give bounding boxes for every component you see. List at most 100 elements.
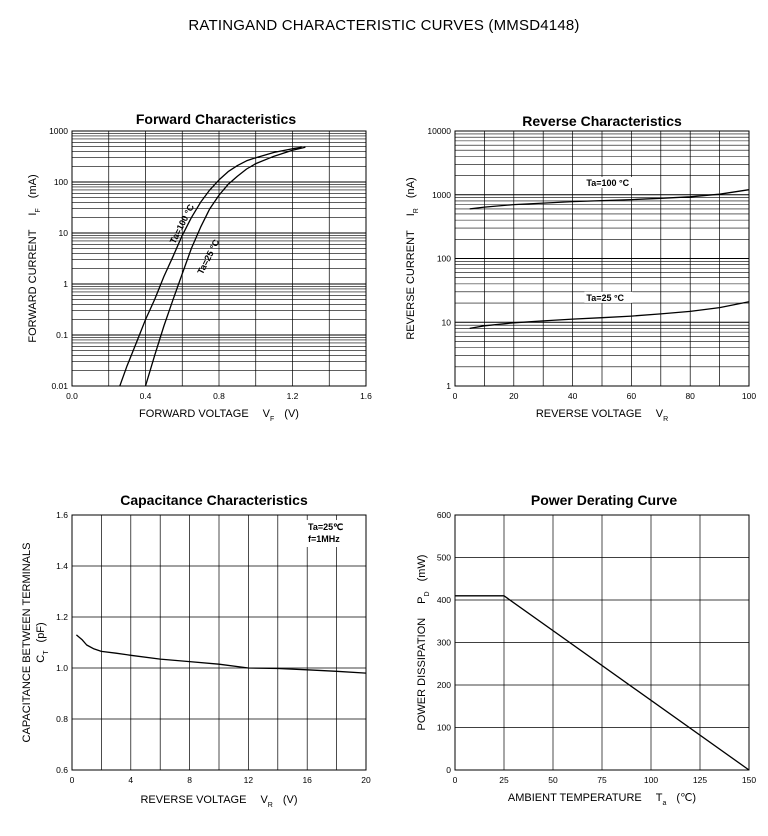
x-axis-label-text: REVERSE VOLTAGE	[140, 794, 246, 806]
reverse-series-line-1	[469, 189, 750, 210]
series-label: Ta=25 °C	[195, 237, 221, 276]
x-tick-label: 100	[644, 775, 658, 785]
y-tick-label: 1.6	[56, 510, 68, 520]
reverse-plot-frame	[454, 130, 750, 387]
x-tick-label: 0.4	[140, 391, 152, 401]
x-axis-symbol: T	[656, 792, 663, 804]
y-tick-label: 1	[446, 381, 451, 391]
x-axis-unit: (℃)	[676, 792, 696, 804]
y-tick-label: 0	[446, 765, 451, 775]
derating-series-line-1	[455, 595, 750, 771]
x-tick-label: 75	[597, 775, 607, 785]
y-tick-label: 500	[437, 553, 451, 563]
x-tick-label: 0.0	[66, 391, 78, 401]
capacitance-grid	[71, 514, 367, 771]
y-axis-symbol: I	[27, 212, 39, 215]
y-axis-subscript: D	[424, 591, 431, 596]
forward-plot-frame	[71, 130, 367, 387]
x-axis-symbol: V	[656, 408, 664, 420]
y-tick-label: 400	[437, 595, 451, 605]
x-tick-label: 60	[627, 391, 637, 401]
reverse-x-axis-label: REVERSE VOLTAGE VR	[536, 408, 668, 423]
y-tick-label: 10	[442, 317, 452, 327]
page-title: RATINGAND CHARACTERISTIC CURVES (MMSD414…	[188, 17, 580, 34]
y-tick-label: 100	[437, 254, 451, 264]
forward-series-line-2	[144, 146, 306, 387]
y-axis-symbol: I	[405, 213, 417, 216]
derating-chart: 0 25 50 75 100 125 150 0 100 200 300 400 500 600 Power…	[416, 492, 756, 807]
x-axis-subscript: R	[663, 416, 668, 423]
reverse-y-axis-label: REVERSE CURRENT IR (nA)	[405, 177, 420, 339]
x-tick-label: 50	[548, 775, 558, 785]
y-tick-label: 600	[437, 510, 451, 520]
forward-chart: 0.0 0.4 0.8 1.2 1.6 0.01 0.1 1 10 100 1000 Forward …	[27, 111, 372, 423]
y-tick-label: 1.2	[56, 612, 68, 622]
y-axis-label-text: CAPACITANCE BETWEEN TERMINALS	[21, 543, 33, 743]
y-tick-label: 1.0	[56, 663, 68, 673]
x-tick-label: 0.8	[213, 391, 225, 401]
capacitance-series-line-1	[75, 634, 367, 674]
y-tick-label: 0.1	[56, 330, 68, 340]
forward-title: Forward Characteristics	[136, 111, 296, 127]
y-axis-symbol: P	[416, 596, 428, 603]
series-label: Ta=25 °C	[586, 293, 624, 303]
label-background	[584, 291, 633, 303]
label-background	[584, 176, 637, 188]
y-axis-label-text: FORWARD CURRENT	[27, 229, 39, 342]
derating-y-axis-label: POWER DISSIPATION PD (mW)	[416, 555, 431, 731]
x-axis-unit: (V)	[283, 794, 298, 806]
x-tick-label: 125	[693, 775, 707, 785]
y-tick-label: 300	[437, 638, 451, 648]
y-axis-symbol: C	[35, 655, 47, 663]
x-tick-label: 20	[361, 775, 371, 785]
x-tick-label: 1.2	[287, 391, 299, 401]
y-tick-label: 1.4	[56, 561, 68, 571]
x-tick-label: 20	[509, 391, 519, 401]
y-tick-label: 0.6	[56, 765, 68, 775]
x-tick-label: 16	[302, 775, 312, 785]
y-tick-label: 1000	[432, 190, 451, 200]
y-tick-label: 100	[437, 723, 451, 733]
reverse-title: Reverse Characteristics	[522, 113, 682, 129]
x-tick-label: 8	[187, 775, 192, 785]
annotation-box	[306, 520, 358, 547]
x-axis-label-text: FORWARD VOLTAGE	[139, 408, 249, 420]
x-tick-label: 0	[453, 775, 458, 785]
y-axis-subscript: F	[35, 208, 42, 212]
y-tick-label: 0.01	[51, 381, 68, 391]
derating-plot-frame	[454, 514, 750, 771]
capacitance-title: Capacitance Characteristics	[120, 492, 308, 508]
y-axis-label-text: POWER DISSIPATION	[416, 618, 428, 731]
x-tick-label: 12	[244, 775, 254, 785]
x-tick-label: 1.6	[360, 391, 372, 401]
capacitance-chart: 0 4 8 12 16 20 0.6 0.8 1.0 1.2 1.4 1.6 Capacitance C…	[21, 492, 371, 809]
y-axis-subscript: T	[43, 650, 50, 655]
forward-y-axis-label: FORWARD CURRENT IF (mA)	[27, 174, 42, 342]
derating-grid	[454, 514, 750, 771]
x-tick-label: 0	[453, 391, 458, 401]
series-label: Ta=100 °C	[586, 178, 629, 188]
x-axis-label-text: REVERSE VOLTAGE	[536, 408, 642, 420]
y-tick-label: 10	[59, 228, 69, 238]
x-axis-symbol: V	[263, 408, 271, 420]
y-tick-label: 100	[54, 177, 68, 187]
capacitance-x-axis-label: REVERSE VOLTAGE VR (V)	[140, 794, 297, 809]
y-tick-label: 1	[63, 279, 68, 289]
y-axis-label-text: REVERSE CURRENT	[405, 230, 417, 340]
x-tick-label: 40	[568, 391, 578, 401]
forward-series-line-1	[119, 146, 302, 387]
x-tick-label: 25	[499, 775, 509, 785]
annotation-text: f=1MHz	[308, 534, 340, 544]
y-axis-subscript: R	[413, 208, 420, 213]
x-axis-unit: (V)	[284, 408, 299, 420]
capacitance-y-axis-label: CAPACITANCE BETWEEN TERMINALS	[21, 543, 33, 743]
reverse-series-line-2	[469, 301, 750, 330]
x-axis-subscript: a	[663, 800, 667, 807]
x-tick-label: 0	[70, 775, 75, 785]
x-axis-subscript: R	[268, 802, 273, 809]
capacitance-y-axis-symbol-line: CT (pF)	[35, 622, 50, 662]
derating-title: Power Derating Curve	[531, 492, 677, 508]
y-axis-unit: (nA)	[405, 177, 417, 198]
y-tick-label: 200	[437, 680, 451, 690]
